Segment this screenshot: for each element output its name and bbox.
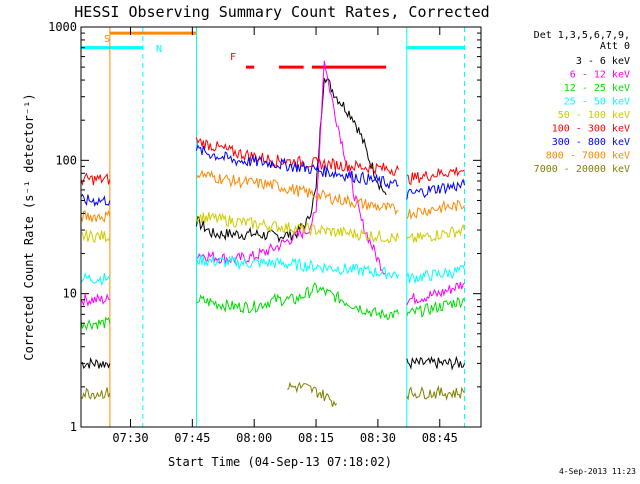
series-5 [81,137,465,186]
chart-title: HESSI Observing Summary Count Rates, Cor… [74,3,489,21]
series-7-segment-1 [196,169,399,216]
series-8-segment-2 [406,385,465,401]
series-0 [81,78,465,371]
legend-entry-4: 50 - 100 keV [558,110,630,121]
series-1-segment-0 [81,293,111,308]
series-4-segment-2 [406,223,465,243]
legend-entry-7: 800 - 7000 keV [546,151,630,162]
series-6-segment-2 [406,178,465,200]
x-tick-label-3: 08:15 [298,431,334,445]
legend-header-1: Att 0 [600,41,630,52]
series-1-segment-2 [406,282,465,306]
series-6-segment-0 [81,193,111,208]
axis-ticks: 07:30 07:45 08:00 08:15 08:30 08:45 1 10 100 1000 [48,20,481,445]
x-tick-label-5: 08:45 [422,431,458,445]
x-tick-label-2: 08:00 [236,431,272,445]
series-1 [81,60,465,308]
y-tick-label-3: 1000 [48,20,77,34]
series-2-segment-0 [81,316,111,331]
plot-frame [80,26,482,428]
legend-entry-8: 7000 - 20000 keV [534,164,630,175]
series-0-segment-2 [406,355,465,371]
series-4 [81,212,465,244]
vertical-lines [81,27,466,427]
series-3-segment-0 [81,271,111,286]
legend-entry-2: 12 - 25 keV [564,83,630,94]
series-6 [81,143,465,208]
marker-night-label: N [156,44,162,55]
x-tick-label-4: 08:30 [360,431,396,445]
series-group [81,60,465,407]
marker-saa-label: S [104,34,110,45]
series-7-segment-2 [406,199,465,221]
series-8-segment-1 [287,381,338,407]
legend-entry-6: 300 - 800 keV [552,137,630,148]
series-7 [81,169,465,223]
series-2-segment-1 [196,282,399,321]
series-4-segment-0 [81,229,111,243]
series-0-segment-0 [81,356,111,370]
y-tick-label-0: 1 [70,420,77,434]
legend: Det 1,3,5,6,7,9,Att 0 3 - 6 keV 6 - 12 keV… [534,30,630,175]
legend-entry-0: 3 - 6 keV [576,56,630,67]
series-2-segment-2 [406,296,465,318]
marker-flare-label: F [230,52,236,63]
y-axis-label: Corrected Count Rate (s⁻¹ detector⁻¹) [22,93,36,360]
series-0-segment-1 [196,78,387,244]
series-8-segment-0 [81,387,111,400]
series-3 [81,254,465,286]
series-5-segment-2 [406,167,465,185]
y-tick-label-2: 100 [55,153,77,167]
x-axis-label: Start Time (04-Sep-13 07:18:02) [168,455,392,469]
x-tick-label-1: 07:45 [174,431,210,445]
series-1-segment-1 [196,60,387,275]
series-7-segment-0 [81,209,111,223]
series-4-segment-1 [196,212,399,244]
series-3-segment-1 [196,254,399,280]
print-timestamp: 4-Sep-2013 11:23 [559,467,636,476]
series-5-segment-1 [196,137,399,176]
legend-entry-1: 6 - 12 keV [570,70,630,81]
series-2 [81,282,465,331]
y-tick-label-1: 10 [63,287,77,301]
legend-entry-5: 100 - 300 keV [552,124,630,135]
x-tick-label-0: 07:30 [112,431,148,445]
series-3-segment-2 [406,264,465,284]
series-8 [81,381,465,407]
series-5-segment-0 [81,172,111,186]
legend-header-0: Det 1,3,5,6,7,9, [534,30,630,41]
legend-entry-3: 25 - 50 keV [564,97,630,108]
series-6-segment-1 [196,143,399,189]
